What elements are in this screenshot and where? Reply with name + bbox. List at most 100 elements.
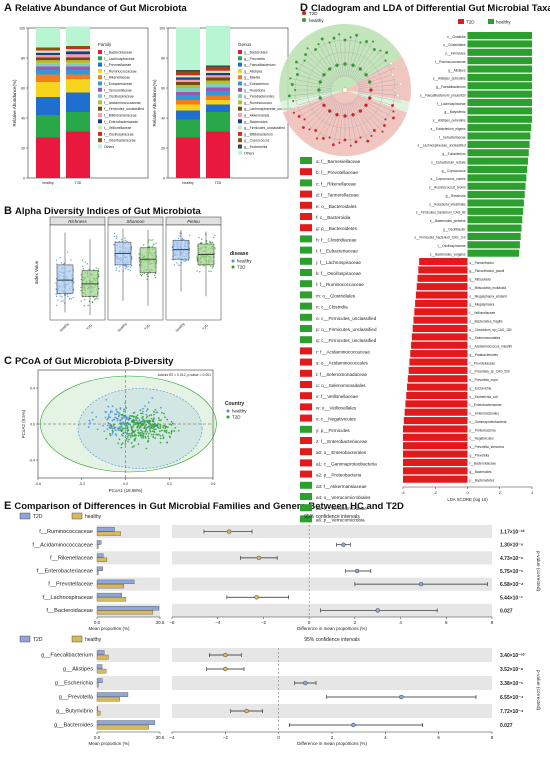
key-entry: g: p__Bacteroidetes — [316, 226, 358, 231]
y-tick-label: 0 — [163, 177, 165, 181]
data-point — [148, 422, 151, 425]
x-tick-label: T2D — [86, 323, 94, 331]
data-point — [115, 269, 117, 272]
cladogram-node — [293, 88, 297, 92]
data-point — [148, 414, 151, 417]
lda-label: c__Clostridia — [447, 35, 466, 39]
data-point — [109, 416, 112, 419]
data-point — [107, 415, 110, 418]
data-point — [169, 436, 172, 439]
data-point — [127, 268, 129, 271]
stack-segment — [36, 57, 60, 61]
stack-segment — [36, 137, 60, 178]
cladogram-node — [382, 123, 386, 127]
x-tick-label: 4 — [531, 491, 533, 495]
data-point — [87, 304, 89, 307]
legend-marker — [231, 259, 235, 263]
cladogram-node — [381, 130, 384, 133]
stack-segment — [176, 70, 200, 72]
legend-swatch — [238, 119, 242, 124]
key-swatch — [300, 493, 312, 500]
lda-label: s__Eubacterium_rectale — [431, 160, 466, 164]
legend-entry: f__Oscillospiraceae — [104, 132, 134, 136]
x-tick-label: 6 — [445, 620, 448, 625]
data-point — [171, 422, 174, 425]
lda-label: s__Alistipes_putredinis — [433, 119, 466, 123]
legend-entry: f__Firmicutes_unclassified — [104, 107, 144, 111]
facet-frame — [165, 224, 222, 321]
data-point — [149, 430, 152, 433]
data-point — [152, 436, 155, 438]
category-label: f__Bacteroidaceae — [46, 608, 93, 614]
legend-swatch — [98, 113, 102, 117]
stack-segment — [66, 112, 90, 132]
data-point — [140, 431, 142, 434]
data-point — [109, 410, 112, 412]
data-point — [60, 300, 63, 302]
key-swatch — [300, 358, 312, 366]
stack-segment — [206, 104, 230, 112]
data-point — [165, 431, 168, 434]
lda-bar — [467, 149, 529, 157]
bar-t2d — [96, 606, 160, 611]
lda-bar — [403, 450, 468, 458]
data-point — [121, 414, 124, 416]
x-axis-label: PCoA1 (18.98%) — [109, 488, 143, 493]
data-point — [120, 425, 123, 427]
key-entry: h: f__Clostridiaceae — [316, 237, 357, 242]
stack-segment — [176, 100, 200, 105]
data-point — [146, 415, 149, 418]
y-axis-label: Index Value — [34, 260, 39, 284]
cladogram-branch — [358, 83, 401, 89]
cladogram-branch — [358, 94, 393, 106]
stack-segment — [36, 50, 60, 53]
data-point — [196, 256, 198, 258]
key-entry: c: f__Rikenellaceae — [316, 181, 357, 186]
data-point — [141, 417, 144, 419]
data-point — [130, 426, 132, 428]
cladogram-branch — [305, 54, 335, 81]
bar-t2d — [96, 664, 103, 669]
data-point — [134, 429, 137, 432]
cladogram-node — [343, 114, 347, 118]
data-point — [124, 239, 126, 242]
cladogram-node — [364, 103, 368, 107]
key-swatch — [300, 313, 312, 321]
data-point — [133, 421, 135, 424]
key-entry: b: f__Prevotellaceae — [316, 170, 358, 175]
legend-swatch — [238, 138, 242, 143]
diff-point — [303, 680, 308, 686]
row-stripe — [172, 577, 492, 591]
data-point — [87, 426, 90, 428]
cladogram-node — [295, 103, 299, 107]
legend-swatch — [238, 144, 242, 149]
x-axis-label: Difference in mean proportions (%) — [297, 741, 367, 746]
data-point — [133, 445, 135, 447]
data-point — [144, 405, 146, 407]
data-point — [146, 278, 148, 281]
data-point — [116, 427, 119, 430]
x-tick-label: 6 — [437, 735, 440, 740]
data-point — [112, 425, 115, 428]
lda-label: g__Butyrivibrio — [444, 110, 465, 114]
data-point — [124, 402, 127, 405]
legend-swatch — [98, 144, 102, 149]
stack-segment — [36, 52, 60, 55]
legend-entry: healthy — [237, 259, 252, 264]
category-label: g__Prevotella — [59, 695, 94, 701]
data-point — [55, 259, 58, 261]
lda-label: s__Flavonifractor — [470, 261, 495, 265]
stack-segment — [206, 73, 230, 76]
lda-label: s__Clostridium_sp_CAG_180 — [470, 328, 512, 332]
legend-marker — [231, 265, 235, 269]
stack-segment — [206, 65, 230, 67]
data-point — [187, 259, 189, 262]
row-stripe — [172, 551, 492, 565]
panel-c-title: C PCoA of Gut Microbiota β-Diversity — [4, 355, 174, 367]
lda-bar — [467, 65, 532, 73]
lda-bar — [467, 249, 520, 257]
legend-marker — [302, 11, 306, 15]
key-swatch — [300, 414, 312, 422]
data-point — [166, 418, 169, 421]
data-point — [118, 414, 120, 416]
